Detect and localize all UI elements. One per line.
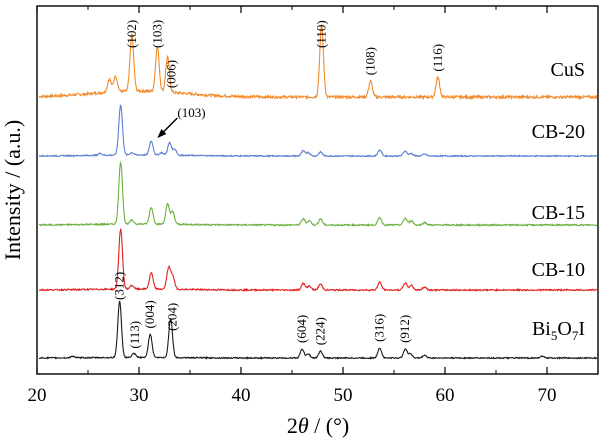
series-name-part: Bi <box>532 318 551 340</box>
x-axis: 20 30 40 50 60 70 <box>28 6 557 406</box>
series-group <box>38 23 598 360</box>
peak-label: (604) <box>294 315 309 343</box>
x-axis-title-symbol: θ <box>298 413 309 438</box>
series-cus <box>38 23 598 101</box>
plot-area-border <box>36 5 599 375</box>
peak-label: (108) <box>363 47 378 75</box>
peak-label: (204) <box>165 303 180 331</box>
series-name-label: Bi5O7I <box>532 318 585 343</box>
peak-label: (103) <box>149 20 164 48</box>
series-line <box>38 300 598 360</box>
peak-label: (113) <box>127 321 142 349</box>
x-axis-title-factor: 2 <box>287 413 298 438</box>
plot-frame <box>36 5 599 375</box>
series-line <box>38 160 598 227</box>
peak-label: (102) <box>124 20 139 48</box>
series-cb-15 <box>38 160 598 227</box>
series-cb-20 <box>38 104 598 158</box>
series-name-label: CB-20 <box>532 121 585 143</box>
peak-label: (116) <box>430 44 445 72</box>
series-cb-10 <box>38 228 598 293</box>
series-name-subscript: 7 <box>572 328 579 343</box>
x-axis-ticks: 20 30 40 50 60 70 <box>28 6 557 406</box>
x-axis-title: 2θ / (°) <box>287 413 349 438</box>
series-line <box>38 228 598 293</box>
y-axis-title: Intensity / (a.u.) <box>0 120 25 261</box>
x-axis-title-unit: / (°) <box>309 413 350 438</box>
peak-label: (006) <box>164 60 179 88</box>
x-tick-label: 20 <box>28 385 47 406</box>
peak-label: (110) <box>314 20 329 48</box>
series-bi5o7i <box>38 300 598 360</box>
series-name-part: O <box>557 318 571 340</box>
callout-arrow-head <box>157 129 167 138</box>
peak-label: (224) <box>313 317 328 345</box>
series-name-label: CB-15 <box>532 202 585 224</box>
x-tick-label: 30 <box>130 385 149 406</box>
callout-arrow <box>157 117 178 138</box>
series-name-subscript: 5 <box>551 328 558 343</box>
peak-label: (004) <box>142 300 157 328</box>
callout-label: (103) <box>177 105 205 120</box>
peak-label: (312) <box>112 272 127 300</box>
series-name-label: CuS <box>551 59 585 81</box>
series-name-label: CB-10 <box>532 259 585 281</box>
peak-label: (912) <box>397 315 412 343</box>
x-tick-label: 40 <box>232 385 251 406</box>
series-name-part: I <box>578 318 585 340</box>
x-tick-label: 50 <box>334 385 353 406</box>
x-tick-label: 70 <box>538 385 557 406</box>
series-line <box>38 104 598 158</box>
annotations: CuS(102) (103)(006)(110)(108) (116)CB-20(1… <box>112 20 585 349</box>
series-line <box>38 23 598 101</box>
x-tick-label: 60 <box>436 385 455 406</box>
peak-label: (316) <box>372 314 387 342</box>
